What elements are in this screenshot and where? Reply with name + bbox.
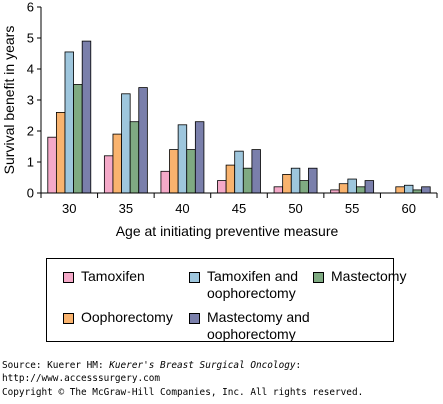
x-tick-label: 55	[345, 201, 359, 216]
legend-label: Oophorectomy	[81, 309, 173, 325]
bar-oophorectomy-30	[55, 112, 66, 194]
x-tick-label: 45	[232, 201, 246, 216]
legend-item-mastectomy-oophorectomy: Mastectomy and oophorectomy	[189, 309, 310, 343]
x-tick-label: 60	[401, 201, 415, 216]
x-axis-title: Age at initiating preventive measure	[116, 223, 339, 239]
bar-tamoxifen-50	[273, 186, 284, 194]
y-tick-label: 6	[27, 0, 34, 15]
y-tick-label: 1	[27, 155, 34, 170]
bar-mastectomy-50	[299, 180, 309, 194]
y-tick-label: 5	[27, 31, 34, 46]
bar-mastectomy-45	[242, 167, 253, 194]
source-suffix: :	[295, 360, 302, 371]
bar-tamoxifen-and-oophorectomy-60	[404, 184, 414, 194]
bar-oophorectomy-50	[282, 173, 292, 194]
x-tick-label: 50	[288, 201, 302, 216]
legend: Tamoxifen Tamoxifen and oophorectomy Mas…	[46, 258, 406, 343]
bar-tamoxifen-and-oophorectomy-45	[234, 150, 244, 194]
bar-mastectomy-and-oophorectomy-55	[364, 180, 375, 194]
legend-swatch	[63, 272, 74, 283]
bar-tamoxifen-and-oophorectomy-35	[121, 93, 131, 194]
bar-oophorectomy-35	[112, 133, 122, 194]
bar-mastectomy-and-oophorectomy-50	[308, 167, 318, 194]
copyright-line: Copyright © The McGraw-Hill Companies, I…	[2, 387, 364, 398]
bar-mastectomy-and-oophorectomy-40	[194, 121, 205, 194]
bar-tamoxifen-and-oophorectomy-40	[177, 124, 188, 194]
x-tick-label: 35	[119, 201, 133, 216]
bar-mastectomy-55	[356, 186, 366, 194]
y-tick-label: 4	[27, 62, 34, 77]
bar-oophorectomy-40	[169, 149, 179, 194]
x-tick-label: 30	[62, 201, 76, 216]
bar-mastectomy-30	[73, 84, 83, 194]
legend-item-mastectomy: Mastectomy	[313, 268, 406, 285]
source-url[interactable]: http://www.accesssurgery.com	[2, 372, 161, 384]
legend-item-tamoxifen: Tamoxifen	[63, 268, 145, 285]
bar-tamoxifen-30	[47, 136, 57, 194]
y-tick-label: 0	[27, 186, 34, 201]
legend-label: Mastectomy	[331, 268, 407, 284]
bar-oophorectomy-45	[225, 164, 236, 194]
bar-mastectomy-and-oophorectomy-45	[251, 149, 261, 194]
legend-label: Mastectomy and oophorectomy	[207, 309, 310, 342]
legend-item-oophorectomy: Oophorectomy	[63, 309, 173, 326]
bar-mastectomy-and-oophorectomy-35	[138, 87, 148, 194]
bar-mastectomy-and-oophorectomy-30	[81, 40, 92, 194]
bar-tamoxifen-40	[160, 170, 170, 194]
x-tick-label: 40	[175, 201, 189, 216]
legend-swatch	[189, 272, 200, 283]
legend-swatch	[189, 313, 200, 324]
legend-label: Tamoxifen and oophorectomy	[207, 268, 299, 301]
legend-swatch	[313, 272, 324, 283]
bar-tamoxifen-and-oophorectomy-55	[347, 178, 357, 194]
bars-layer	[47, 40, 431, 194]
bar-oophorectomy-55	[338, 183, 349, 194]
y-axis-title: Survival benefit in years	[1, 26, 17, 175]
legend-label: Tamoxifen	[81, 268, 145, 284]
bar-tamoxifen-and-oophorectomy-50	[290, 167, 301, 194]
bar-mastectomy-40	[186, 149, 196, 194]
bar-tamoxifen-and-oophorectomy-30	[64, 51, 74, 194]
y-tick-label: 3	[27, 93, 34, 108]
legend-swatch	[63, 313, 74, 324]
source-line: Source: Kuerer HM: Kuerer's Breast Surgi…	[2, 360, 442, 373]
bar-mastectomy-and-oophorectomy-60	[421, 186, 431, 194]
bar-oophorectomy-60	[395, 186, 405, 194]
y-tick-label: 2	[27, 124, 34, 139]
legend-item-tamoxifen-oophorectomy: Tamoxifen and oophorectomy	[189, 268, 298, 302]
source-book-title: Kuerer's Breast Surgical Oncology	[109, 360, 296, 371]
bar-tamoxifen-45	[217, 180, 227, 194]
bar-tamoxifen-35	[103, 155, 114, 194]
source-citation: Source: Kuerer HM: Kuerer's Breast Surgi…	[2, 360, 442, 400]
bar-mastectomy-35	[129, 121, 140, 194]
source-prefix: Source: Kuerer HM:	[2, 360, 110, 371]
